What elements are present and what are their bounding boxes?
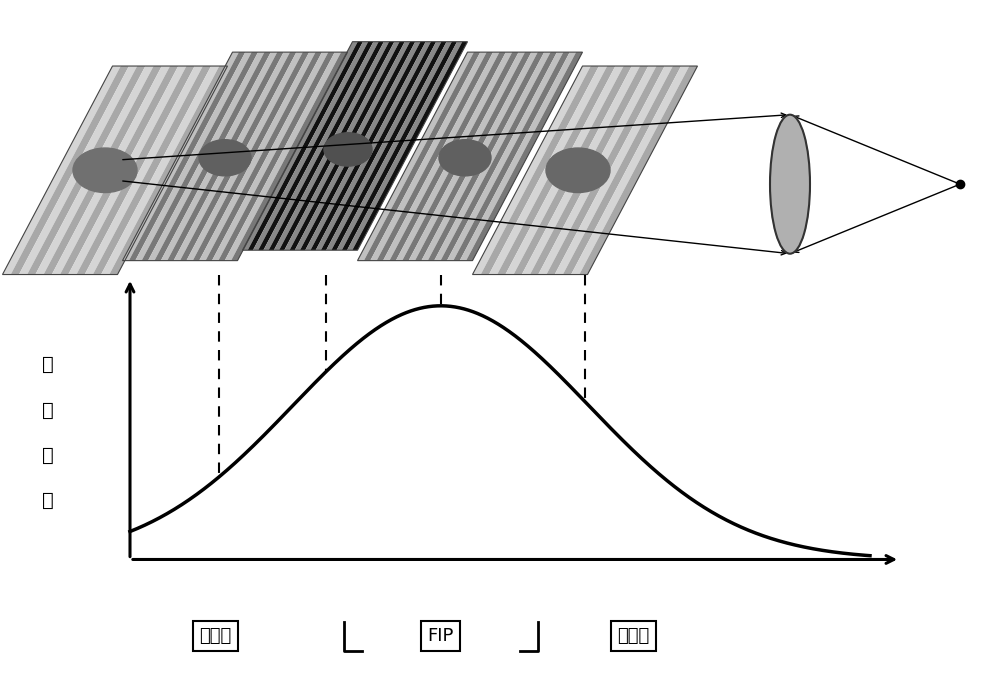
Polygon shape [555,66,673,275]
Polygon shape [530,66,648,275]
Polygon shape [434,52,551,261]
Polygon shape [199,52,316,261]
Polygon shape [148,52,264,261]
Polygon shape [514,66,632,275]
Polygon shape [274,42,389,250]
Polygon shape [101,66,219,275]
Polygon shape [571,66,689,275]
Polygon shape [370,52,487,261]
Polygon shape [174,52,290,261]
Polygon shape [305,42,420,250]
Polygon shape [447,52,563,261]
Text: 调: 调 [42,355,54,375]
Polygon shape [167,52,284,261]
Polygon shape [180,52,296,261]
Polygon shape [52,66,170,275]
Polygon shape [441,52,557,261]
Polygon shape [337,42,452,250]
Polygon shape [453,52,570,261]
Polygon shape [154,52,271,261]
Polygon shape [142,52,258,261]
Polygon shape [279,42,394,250]
Polygon shape [409,52,525,261]
Circle shape [324,133,372,166]
Polygon shape [377,52,493,261]
Polygon shape [321,42,436,250]
Polygon shape [546,66,665,275]
Polygon shape [347,42,462,250]
Circle shape [73,148,137,193]
Polygon shape [76,66,195,275]
Polygon shape [129,52,245,261]
Polygon shape [258,42,373,250]
Polygon shape [44,66,162,275]
Text: 度: 度 [42,445,54,465]
Polygon shape [19,66,137,275]
Polygon shape [85,66,203,275]
Polygon shape [331,42,447,250]
Polygon shape [383,52,499,261]
Polygon shape [295,42,410,250]
Polygon shape [27,66,145,275]
Polygon shape [466,52,582,261]
Polygon shape [212,52,328,261]
Polygon shape [300,42,415,250]
Polygon shape [248,42,363,250]
Polygon shape [428,52,544,261]
Polygon shape [68,66,186,275]
Polygon shape [253,42,368,250]
Polygon shape [538,66,656,275]
Polygon shape [489,66,607,275]
Polygon shape [364,52,480,261]
Ellipse shape [770,115,810,254]
Polygon shape [402,52,519,261]
Polygon shape [497,66,615,275]
Polygon shape [122,52,239,261]
Polygon shape [481,66,599,275]
Polygon shape [352,42,467,250]
Polygon shape [269,42,384,250]
Circle shape [546,148,610,193]
Polygon shape [284,42,400,250]
Polygon shape [415,52,531,261]
Polygon shape [93,66,211,275]
Polygon shape [460,52,576,261]
Polygon shape [421,52,538,261]
Polygon shape [290,42,405,250]
Text: FIP: FIP [428,627,454,645]
Text: 后景深: 后景深 [617,627,649,645]
Polygon shape [193,52,309,261]
Polygon shape [231,52,348,261]
Circle shape [439,140,491,176]
Polygon shape [135,52,252,261]
Polygon shape [35,66,154,275]
Polygon shape [186,52,303,261]
Polygon shape [358,52,474,261]
Text: 前景深: 前景深 [199,627,231,645]
Text: 値: 値 [42,491,54,510]
Polygon shape [60,66,178,275]
Polygon shape [161,52,277,261]
Polygon shape [218,52,335,261]
Polygon shape [473,66,591,275]
Polygon shape [563,66,681,275]
Polygon shape [316,42,431,250]
Polygon shape [579,66,698,275]
Text: 制: 制 [42,400,54,420]
Circle shape [199,140,251,176]
Polygon shape [326,42,441,250]
Polygon shape [310,42,426,250]
Polygon shape [242,42,358,250]
Polygon shape [389,52,506,261]
Polygon shape [505,66,624,275]
Polygon shape [522,66,640,275]
Polygon shape [396,52,512,261]
Polygon shape [11,66,129,275]
Polygon shape [206,52,322,261]
Polygon shape [225,52,341,261]
Polygon shape [109,66,228,275]
Polygon shape [342,42,457,250]
Polygon shape [263,42,379,250]
Polygon shape [3,66,121,275]
